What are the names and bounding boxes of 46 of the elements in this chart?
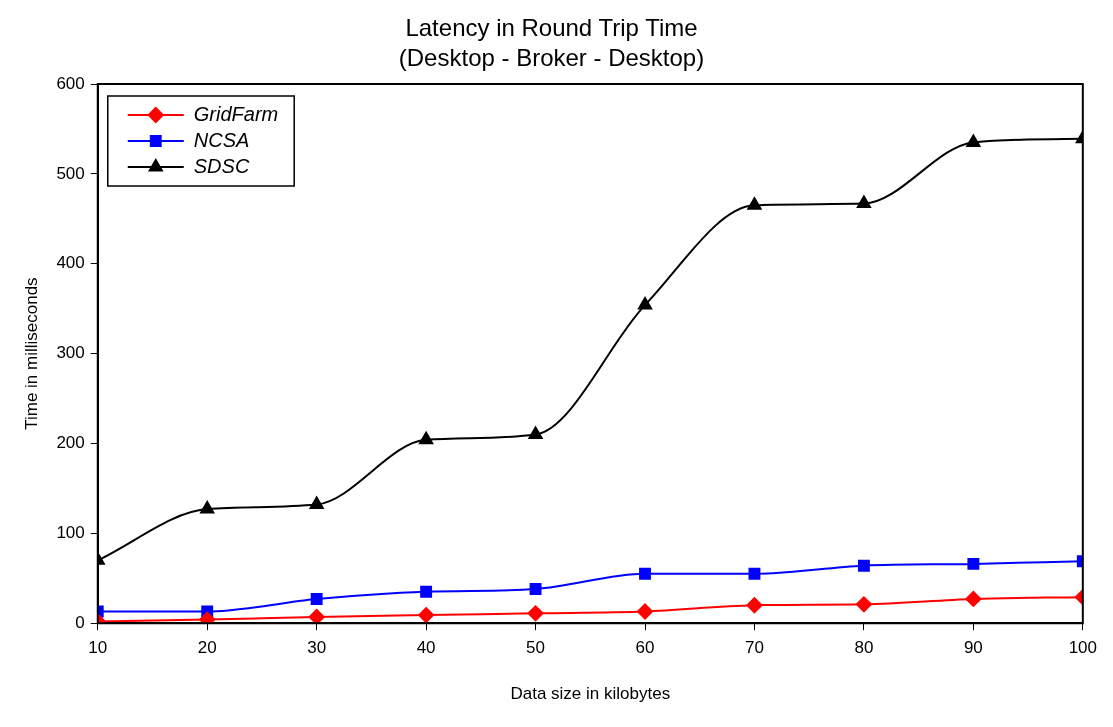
y-tick-label: 0 — [75, 612, 85, 632]
x-tick-label: 80 — [854, 638, 874, 658]
point — [965, 590, 982, 607]
point — [419, 431, 434, 445]
point — [857, 559, 870, 572]
y-tick-label: 400 — [56, 253, 85, 273]
point — [308, 608, 325, 624]
point — [310, 592, 323, 605]
y-tick-label: 200 — [56, 433, 85, 453]
legend-label: SDSC — [193, 154, 250, 177]
point — [746, 597, 763, 614]
x-tick-label: 60 — [635, 638, 655, 658]
x-tick-label: 70 — [745, 638, 764, 658]
x-tick-label: 40 — [416, 638, 436, 658]
point — [966, 134, 981, 147]
point — [529, 583, 542, 595]
y-tick-label: 600 — [56, 73, 85, 93]
x-axis-title: Data size in kilobytes — [510, 684, 671, 704]
x-tick-label: 20 — [197, 638, 217, 658]
y-tick-label: 300 — [56, 343, 85, 363]
point — [639, 567, 651, 580]
point — [748, 567, 761, 580]
point — [200, 501, 215, 514]
x-tick-label: 100 — [1068, 638, 1098, 658]
point — [418, 607, 435, 624]
x-tick-label: 90 — [963, 638, 983, 658]
y-tick-label: 100 — [56, 523, 85, 543]
legend-label: NCSA — [193, 128, 250, 151]
point — [967, 557, 980, 570]
point — [527, 605, 544, 622]
legend-label: GridFarm — [193, 102, 279, 125]
point — [856, 195, 871, 209]
point — [420, 585, 433, 598]
point — [309, 496, 324, 510]
x-tick-label: 10 — [88, 638, 108, 658]
y-tick-label: 500 — [56, 163, 85, 183]
point — [637, 603, 654, 620]
x-tick-label: 30 — [307, 638, 327, 658]
y-axis-title: Time in milliseconds — [21, 277, 41, 430]
point — [199, 611, 216, 624]
point — [637, 297, 653, 310]
chart-title: Latency in Round Trip Time (Desktop - Broker - Desktop) — [398, 13, 705, 71]
x-tick-label: 50 — [526, 638, 546, 658]
point — [528, 426, 543, 439]
point — [747, 197, 762, 210]
point — [855, 596, 872, 613]
